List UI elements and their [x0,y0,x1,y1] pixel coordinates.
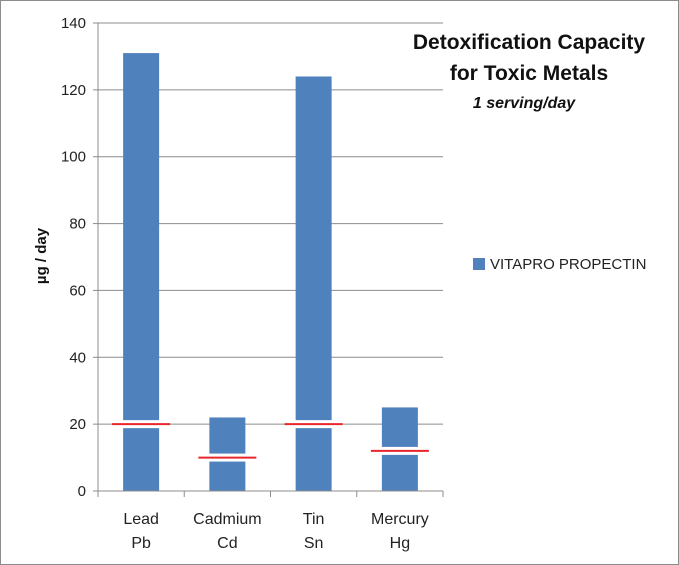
chart-subtitle: 1 serving/day [473,95,576,112]
x-category-symbol: Hg [390,535,410,552]
y-tick-labels: 0 20 40 60 80 100 120 140 [61,15,86,500]
x-category-label: Lead [123,511,159,528]
y-tick-label: 20 [69,416,86,433]
bar [123,53,160,491]
x-category-symbol: Pb [131,535,151,552]
x-category-label: Cadmium [193,511,261,528]
legend-entry: VITAPRO PROPECTIN [490,256,646,273]
x-category-symbol: Cd [217,535,237,552]
legend-swatch [473,258,485,270]
x-category-symbol: Sn [304,535,324,552]
y-axis-label: µg / day [33,227,50,284]
y-tick-label: 100 [61,149,86,166]
y-tick-label: 80 [69,216,86,233]
x-category-labels: Lead Pb Cadmium Cd Tin Sn Mercury Hg [123,511,428,552]
chart-title-line2: for Toxic Metals [450,62,608,85]
y-tick-label: 0 [78,483,86,500]
y-tick-label: 60 [69,282,86,299]
chart-title: Detoxification Capacity [413,31,646,54]
bar [295,76,332,491]
y-tick-label: 40 [69,349,86,366]
bars [123,53,418,491]
x-category-label: Tin [303,511,325,528]
reference-lines [112,420,429,462]
y-tick-label: 120 [61,82,86,99]
y-tick-label: 140 [61,15,86,32]
x-category-label: Mercury [371,511,429,528]
